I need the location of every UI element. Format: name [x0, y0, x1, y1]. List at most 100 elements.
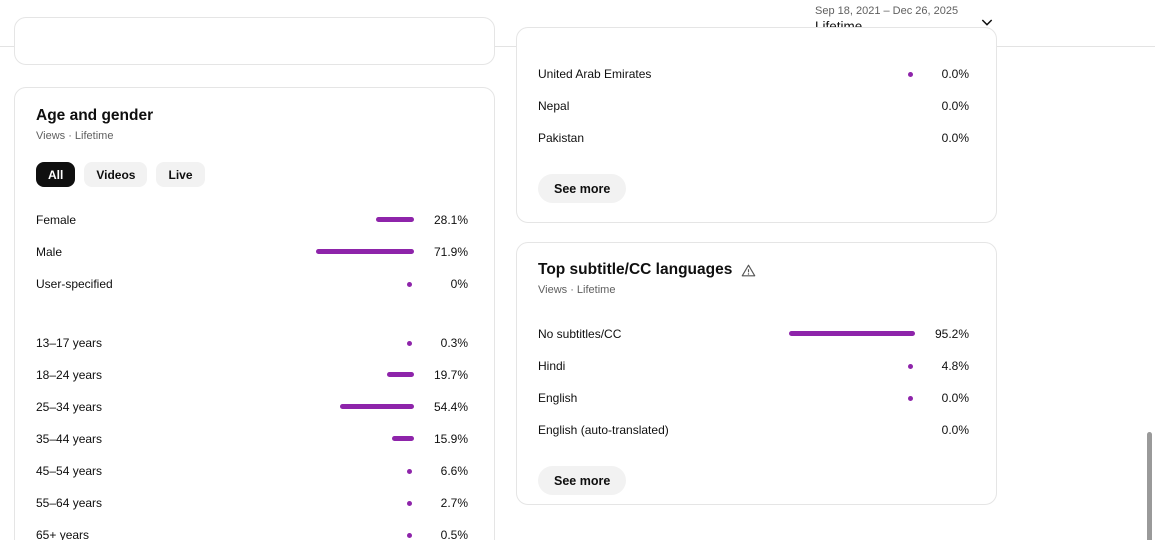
chip-all[interactable]: All [36, 162, 76, 187]
stat-label: Hindi [538, 359, 566, 373]
stat-label: 13–17 years [36, 336, 103, 350]
date-range-text: Sep 18, 2021 – Dec 26, 2025 [815, 5, 959, 17]
bar-track [783, 135, 915, 141]
stat-value: 19.7% [433, 368, 468, 382]
bar-fill [392, 436, 414, 441]
date-picker-toggle[interactable] [975, 10, 999, 34]
stat-value: 71.9% [433, 245, 468, 259]
bar-track [278, 436, 414, 442]
stat-label: 45–54 years [36, 464, 103, 478]
stat-label: 18–24 years [36, 368, 103, 382]
stat-label: Nepal [538, 99, 570, 113]
bar-dot [407, 340, 412, 346]
bar-track [278, 404, 414, 410]
bar-fill [316, 249, 414, 254]
stat-value: 0.0% [941, 131, 969, 145]
stat-label: User-specified [36, 277, 113, 291]
stat-row: 35–44 years 15.9% [15, 423, 494, 455]
stat-label: No subtitles/CC [538, 327, 622, 341]
bar-track [783, 395, 915, 401]
stat-value: 54.4% [433, 400, 468, 414]
stat-row: Female 28.1% [15, 204, 494, 236]
stat-value: 0.3% [440, 336, 468, 350]
bar-dot [407, 500, 412, 506]
analytics-content: Age and gender Views · Lifetime All Video… [0, 17, 1155, 540]
bar-track [278, 468, 414, 474]
scrollbar-thumb[interactable] [1147, 432, 1152, 540]
stat-value: 0.0% [941, 391, 969, 405]
geo-rows: United Arab Emirates 0.0% Nepal 0.0% Pakista… [517, 58, 996, 154]
stat-row: English 0.0% [517, 382, 996, 414]
stat-label: 55–64 years [36, 496, 103, 510]
stat-row: 45–54 years 6.6% [15, 455, 494, 487]
stat-row: 55–64 years 2.7% [15, 487, 494, 519]
subtitle-rows: No subtitles/CC 95.2% Hindi 4.8% English 0.0%… [517, 318, 996, 446]
chip-live[interactable]: Live [156, 162, 205, 187]
stat-value: 0.0% [941, 99, 969, 113]
stat-label: English (auto-translated) [538, 423, 669, 437]
bar-dot [407, 468, 412, 474]
bar-fill [375, 217, 414, 222]
gender-rows: Female 28.1% Male 71.9% User-specified 0% [15, 204, 494, 300]
bar-fill [789, 331, 915, 336]
stat-row: 13–17 years 0.3% [15, 327, 494, 359]
stat-label: English [538, 391, 578, 405]
stat-value: 95.2% [934, 327, 969, 341]
bar-dot [407, 532, 412, 538]
age-gender-title: Age and gender [36, 107, 154, 124]
stat-row: United Arab Emirates 0.0% [517, 58, 996, 90]
stat-value: 2.7% [440, 496, 468, 510]
stat-row: Hindi 4.8% [517, 350, 996, 382]
stat-label: United Arab Emirates [538, 67, 652, 81]
bar-dot [908, 395, 913, 401]
stat-row: 65+ years 0.5% [15, 519, 494, 540]
stat-label: 25–34 years [36, 400, 103, 414]
stat-value: 4.8% [941, 359, 969, 373]
stat-label: 65+ years [36, 528, 90, 540]
bar-track [783, 363, 915, 369]
subtitle-languages-subtitle: Views · Lifetime [538, 284, 616, 296]
stat-value: 0.0% [941, 423, 969, 437]
bar-track [278, 217, 414, 223]
bar-track [278, 500, 414, 506]
geographies-see-more-button[interactable]: See more [538, 174, 627, 203]
stat-row: 25–34 years 54.4% [15, 391, 494, 423]
stat-row: Male 71.9% [15, 236, 494, 268]
bar-fill [340, 404, 414, 409]
stat-row: English (auto-translated) 0.0% [517, 414, 996, 446]
chip-videos[interactable]: Videos [84, 162, 148, 187]
bar-track [278, 532, 414, 538]
stat-row: Pakistan 0.0% [517, 122, 996, 154]
bar-track [278, 372, 414, 378]
bar-track [783, 103, 915, 109]
age-gender-card: Age and gender Views · Lifetime All Video… [14, 87, 495, 540]
previous-card-edge [14, 17, 495, 65]
bar-track [783, 71, 915, 77]
bar-dot [908, 363, 913, 369]
stat-row: 18–24 years 19.7% [15, 359, 494, 391]
chevron-down-icon [979, 14, 995, 30]
subtitles-see-more-button[interactable]: See more [538, 466, 627, 495]
stat-label: Female [36, 213, 77, 227]
stat-value: 28.1% [433, 213, 468, 227]
stat-label: 35–44 years [36, 432, 103, 446]
stat-row: User-specified 0% [15, 268, 494, 300]
bar-dot [908, 71, 913, 77]
bar-fill [387, 372, 414, 377]
bar-track [783, 427, 915, 433]
warning-icon [741, 263, 756, 278]
stat-label: Pakistan [538, 131, 585, 145]
age-gender-subtitle: Views · Lifetime [36, 130, 114, 142]
content-type-chips: All Videos Live [36, 162, 494, 187]
subtitle-languages-title: Top subtitle/CC languages [538, 261, 733, 278]
stat-label: Male [36, 245, 63, 259]
age-rows: 13–17 years 0.3% 18–24 years 19.7% 25–34 yea… [15, 327, 494, 540]
stat-value: 6.6% [440, 464, 468, 478]
geographies-card: United Arab Emirates 0.0% Nepal 0.0% Pakista… [516, 27, 997, 223]
stat-value: 15.9% [433, 432, 468, 446]
subtitle-languages-card: Top subtitle/CC languages Views · Lifeti… [516, 242, 997, 505]
stat-value: 0.5% [440, 528, 468, 540]
bar-track [278, 281, 414, 287]
stat-row: Nepal 0.0% [517, 90, 996, 122]
bar-track [278, 249, 414, 255]
